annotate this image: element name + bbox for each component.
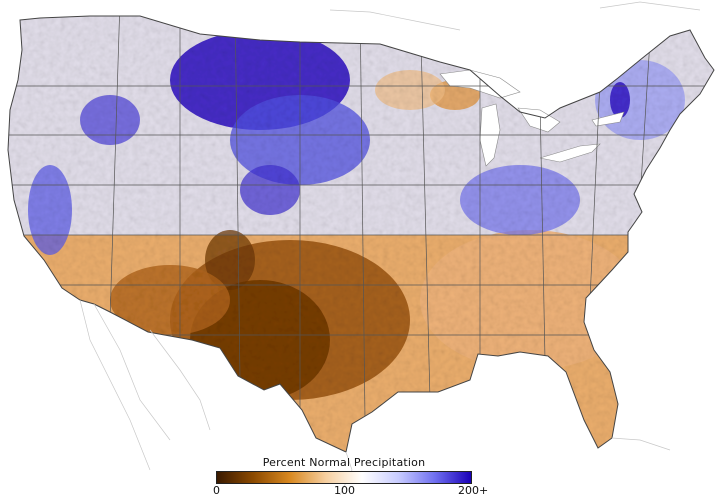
legend-tick-mid: 100 xyxy=(334,484,355,497)
neighbor-coastlines xyxy=(79,1,701,496)
oregon-wet xyxy=(80,95,140,145)
arizona-dry xyxy=(110,265,230,335)
legend-color-bar xyxy=(216,471,472,484)
legend-tick-min: 0 xyxy=(213,484,220,497)
minnesota-slightly-dry xyxy=(375,70,445,110)
legend-title: Percent Normal Precipitation xyxy=(262,456,426,469)
colorado-dry xyxy=(205,230,255,290)
new-york-very-wet xyxy=(610,82,630,118)
southeast-dry xyxy=(420,230,640,370)
lake-ontario xyxy=(591,111,625,127)
ohio-valley-wet xyxy=(460,165,580,235)
wyoming-wet xyxy=(240,165,300,215)
legend-tick-max: 200+ xyxy=(458,484,489,497)
lake-erie xyxy=(539,143,601,163)
california-wet xyxy=(28,165,72,255)
